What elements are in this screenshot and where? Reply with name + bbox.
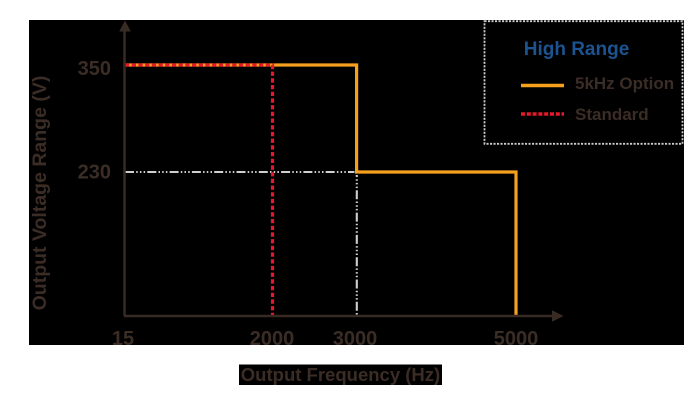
svg-text:5kHz Option: 5kHz Option [575, 74, 674, 93]
svg-text:5000: 5000 [494, 328, 539, 350]
svg-text:High Range: High Range [524, 39, 630, 60]
svg-text:2000: 2000 [250, 328, 295, 350]
svg-text:Output Voltage Range (V): Output Voltage Range (V) [29, 76, 51, 311]
svg-text:Output Frequency (Hz): Output Frequency (Hz) [241, 364, 440, 385]
svg-text:3000: 3000 [333, 328, 378, 350]
svg-text:Standard: Standard [575, 105, 649, 124]
svg-text:15: 15 [112, 328, 134, 350]
svg-text:230: 230 [78, 162, 111, 184]
svg-text:350: 350 [78, 58, 111, 80]
